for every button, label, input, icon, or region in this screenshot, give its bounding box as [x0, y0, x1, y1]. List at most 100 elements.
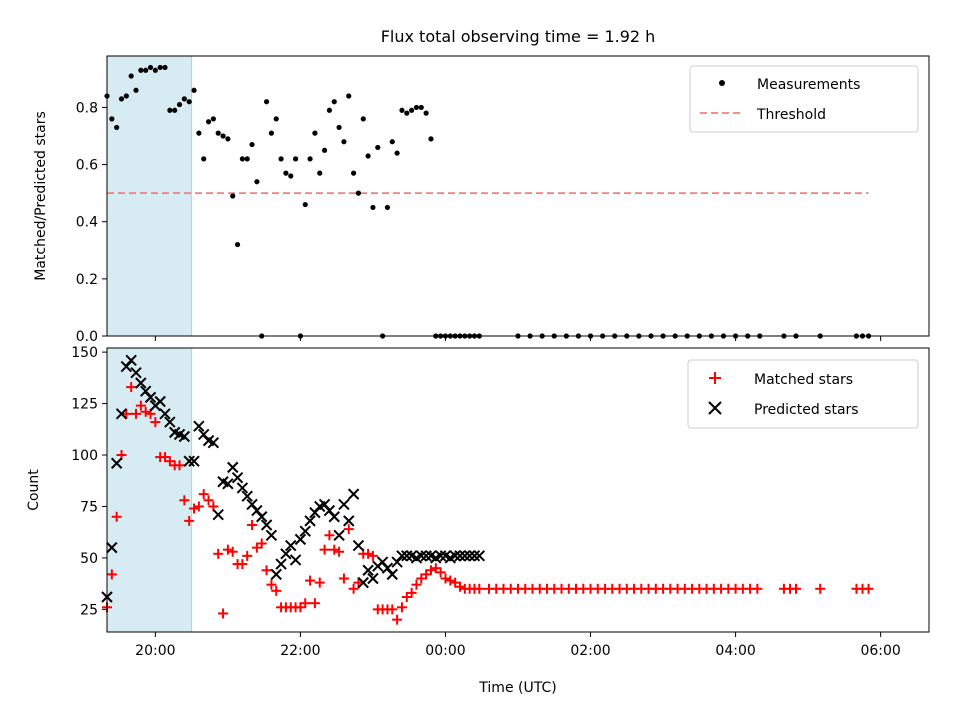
- measurement-point: [244, 156, 250, 162]
- top-panel: 0.00.20.40.60.8 Matched/Predicted stars …: [33, 55, 930, 345]
- predicted-point: [231, 471, 244, 484]
- legend-predicted-marker: [708, 401, 722, 415]
- bottom-xtick-label: 00:00: [425, 643, 465, 659]
- measurement-point: [360, 116, 366, 122]
- top-legend-box: [689, 65, 919, 133]
- predicted-point: [434, 550, 447, 562]
- predicted-point: [144, 391, 157, 404]
- matched-point: [247, 519, 258, 530]
- measurement-point: [118, 96, 125, 102]
- measurement-point: [176, 101, 183, 108]
- bottom-ytick-label: 75: [80, 499, 98, 515]
- measurement-point: [413, 104, 420, 111]
- measurement-point: [370, 204, 376, 211]
- matched-point: [305, 575, 316, 586]
- predicted-point: [473, 550, 486, 562]
- measurement-point: [181, 96, 187, 102]
- bottom-ytick-label: 100: [71, 448, 98, 464]
- measurement-point: [205, 119, 212, 125]
- predicted-point: [420, 550, 432, 562]
- matched-point: [353, 577, 364, 588]
- top-highlight-span: [106, 55, 193, 337]
- predicted-point: [164, 416, 176, 428]
- measurement-point: [394, 150, 400, 156]
- matched-point: [126, 382, 137, 393]
- bottom-axes-frame: [106, 347, 930, 633]
- matched-point: [135, 400, 146, 411]
- measurement-point: [225, 136, 231, 142]
- predicted-point: [135, 377, 147, 389]
- legend-measurements-label: Measurements: [757, 77, 860, 93]
- measurement-point: [123, 93, 129, 99]
- predicted-point: [178, 430, 191, 443]
- top-ytick-label: 0.4: [76, 215, 98, 231]
- matched-point: [338, 573, 349, 584]
- legend-predicted-label: Predicted stars: [754, 402, 859, 418]
- measurement-point: [346, 93, 352, 99]
- matched-point: [343, 524, 354, 535]
- bottom-xtick-label: 20:00: [135, 643, 175, 659]
- matched-point: [218, 608, 229, 619]
- matched-point: [111, 511, 122, 522]
- top-legend: Measurements Threshold: [689, 65, 919, 133]
- measurement-point: [167, 107, 173, 113]
- measurement-point: [423, 110, 429, 116]
- measurement-point: [428, 136, 434, 142]
- predicted-point: [289, 554, 302, 566]
- measurement-point: [302, 201, 308, 208]
- predicted-point: [386, 568, 398, 581]
- measurement-point: [389, 139, 395, 145]
- predicted-point: [207, 436, 220, 449]
- predicted-point: [188, 455, 200, 467]
- measurement-point: [273, 116, 279, 122]
- figure-title: Flux total observing time = 1.92 h: [381, 27, 656, 46]
- measurement-point: [186, 99, 192, 105]
- measurement-point: [331, 99, 337, 105]
- predicted-point: [256, 511, 268, 523]
- measurement-point: [278, 156, 284, 162]
- measurement-point: [384, 204, 391, 211]
- matched-point: [396, 602, 407, 613]
- matched-point: [150, 417, 161, 428]
- predicted-point: [362, 564, 374, 576]
- measurement-point: [263, 99, 270, 105]
- measurement-point: [162, 64, 168, 71]
- measurement-point: [157, 64, 163, 71]
- matched-point: [179, 495, 190, 506]
- bottom-ytick-label: 50: [80, 551, 98, 567]
- matched-point: [363, 548, 374, 559]
- x-axis-label: Time (UTC): [478, 680, 556, 696]
- matched-point: [242, 550, 253, 561]
- measurement-point: [152, 67, 158, 73]
- predicted-point: [115, 408, 128, 420]
- measurement-point: [409, 107, 415, 113]
- matched-point: [184, 515, 195, 526]
- matched-point: [121, 408, 132, 419]
- bottom-ticks: 25 50 75 100 125 150 20:00 22:00 00:00 02:00 04:00…: [71, 345, 901, 659]
- matched-point: [815, 583, 826, 594]
- matched-point: [314, 577, 325, 588]
- measurement-point: [215, 130, 221, 136]
- predicted-point: [347, 488, 360, 500]
- matched-point: [174, 460, 185, 471]
- measurement-point: [365, 153, 371, 159]
- bottom-legend-box: [687, 359, 919, 429]
- top-ytick-label: 0.8: [76, 100, 98, 116]
- bottom-ytick-label: 150: [71, 345, 98, 361]
- bottom-highlight-span: [106, 347, 193, 633]
- measurement-point: [191, 87, 197, 93]
- matched-point: [406, 587, 417, 598]
- measurement-point: [239, 156, 245, 162]
- matched-point: [140, 406, 151, 417]
- matched-point: [474, 583, 485, 594]
- matched-point: [189, 503, 200, 514]
- predicted-point: [357, 576, 369, 589]
- matched-point: [435, 567, 446, 578]
- measurement-point: [418, 104, 424, 111]
- measurement-point: [336, 124, 342, 131]
- measurement-point: [133, 87, 139, 93]
- predicted-point: [280, 548, 292, 560]
- predicted-point: [222, 478, 234, 490]
- matched-point: [256, 538, 267, 549]
- predicted-point: [401, 550, 413, 562]
